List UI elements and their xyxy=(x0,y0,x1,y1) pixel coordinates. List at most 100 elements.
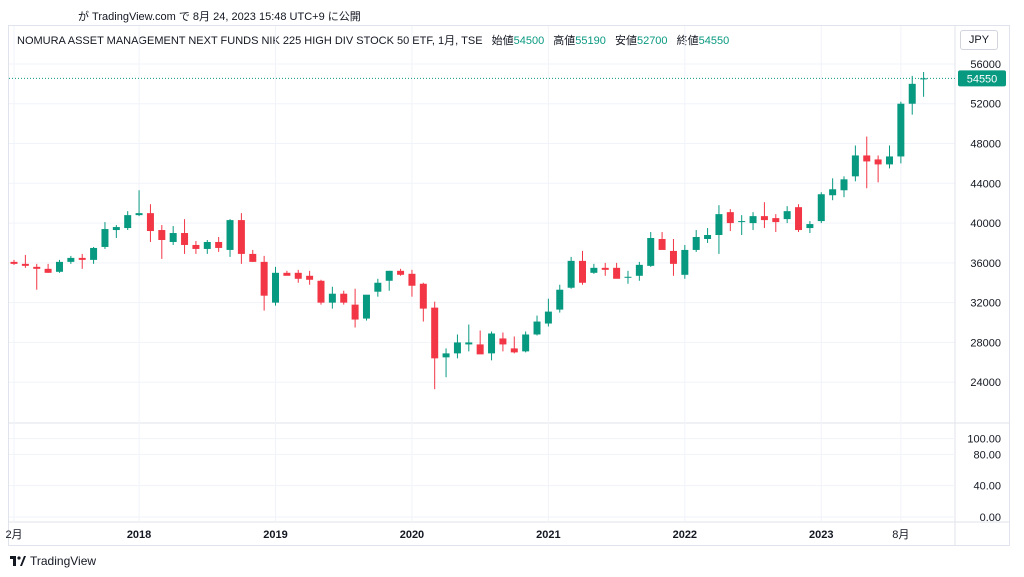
candle-body xyxy=(317,280,325,303)
candle-body xyxy=(533,321,541,335)
candle-body xyxy=(579,260,586,283)
candle-body xyxy=(374,282,382,292)
candle-body xyxy=(408,273,416,286)
currency-button[interactable]: JPY xyxy=(960,30,998,50)
tradingview-logo[interactable]: TradingView xyxy=(10,554,96,568)
candle-body xyxy=(306,275,314,280)
candle-body xyxy=(431,307,439,359)
candles xyxy=(10,72,928,390)
candle-body xyxy=(590,267,598,273)
time-tick-label: 8月 xyxy=(892,529,909,541)
footer-brand: TradingView xyxy=(30,554,97,568)
candle-body xyxy=(624,276,632,278)
candle-body xyxy=(419,283,427,309)
candle-body xyxy=(783,211,791,220)
last-price-badge xyxy=(958,70,1006,87)
candle-body xyxy=(44,268,52,273)
volume-tick-label: 80.00 xyxy=(973,449,1001,461)
candle-body xyxy=(33,266,41,269)
tradingview-logo-icon xyxy=(10,556,26,566)
candle-body xyxy=(908,83,916,104)
candle-body xyxy=(726,212,734,224)
candle-body xyxy=(21,263,29,266)
symbol-description: NOMURA ASSET MANAGEMENT NEXT FUNDS NIK 2… xyxy=(17,35,483,47)
candle-body xyxy=(215,241,223,248)
candle-body xyxy=(112,227,120,231)
time-tick-label: 2月 xyxy=(5,529,22,541)
low-label: 安値 xyxy=(614,35,637,47)
candle-body xyxy=(522,334,530,352)
candle-body xyxy=(658,238,666,250)
price-tick-label: 32000 xyxy=(970,298,1001,310)
candle-body xyxy=(874,159,882,165)
time-tick-label: 2018 xyxy=(127,529,151,541)
volume-axis: 100.00 80.00 40.00 0.00 xyxy=(967,434,1001,524)
price-tick-label: 56000 xyxy=(970,59,1001,71)
candle-body xyxy=(567,260,575,288)
candle-body xyxy=(772,218,780,223)
candle-body xyxy=(499,338,507,345)
candle-body xyxy=(635,264,643,276)
candle-body xyxy=(817,194,825,222)
candle-body xyxy=(283,272,291,276)
candle-body xyxy=(840,179,848,191)
candle-body xyxy=(885,156,893,165)
candle-body xyxy=(897,103,905,157)
chart-legend: NOMURA ASSET MANAGEMENT NEXT FUNDS NIK 2… xyxy=(17,32,729,48)
publish-caption: が TradingView.com で 8月 24, 2023 15:48 UT… xyxy=(78,11,361,23)
candle-body xyxy=(385,270,393,281)
candle-body xyxy=(397,270,405,275)
candle-body xyxy=(760,216,768,221)
time-tick-label: 2021 xyxy=(536,529,560,541)
candle-body xyxy=(556,289,564,310)
candle-body xyxy=(10,261,18,264)
candle-body xyxy=(510,348,518,353)
time-tick-label: 2019 xyxy=(263,529,287,541)
candle-body xyxy=(829,189,837,196)
candle-body xyxy=(203,241,211,249)
candle-body xyxy=(181,233,189,245)
candle-body xyxy=(226,220,234,250)
candle-body xyxy=(442,353,450,358)
open-label: 始値 xyxy=(491,35,514,47)
candle-body xyxy=(146,213,154,232)
price-tick-label: 28000 xyxy=(970,337,1001,349)
candle-body xyxy=(476,344,484,355)
candle-body xyxy=(453,342,461,354)
candle-body xyxy=(90,247,98,260)
candle-body xyxy=(465,342,473,345)
candle-body xyxy=(101,229,109,247)
time-tick-label: 2020 xyxy=(400,529,424,541)
grid-lines xyxy=(9,26,1009,545)
candle-body xyxy=(272,272,280,303)
candle-body xyxy=(249,253,257,262)
time-tick-label: 2022 xyxy=(673,529,697,541)
candle-body xyxy=(362,294,370,319)
candle-body xyxy=(340,293,348,303)
candle-body xyxy=(169,233,177,242)
price-axis: 56000 52000 48000 44000 40000 36000 32000 28000… xyxy=(970,59,1001,389)
candle-body xyxy=(715,214,723,236)
candle-body xyxy=(692,237,700,250)
price-tick-label: 44000 xyxy=(970,178,1001,190)
candle-body xyxy=(806,224,814,229)
chart-frame xyxy=(8,25,1010,546)
close-value: 54550 xyxy=(698,35,730,47)
candle-body xyxy=(135,213,143,216)
candle-body xyxy=(544,311,552,324)
time-tick-label: 2023 xyxy=(809,529,833,541)
candle-body xyxy=(601,267,609,270)
candle-body xyxy=(613,267,621,279)
candle-body xyxy=(351,304,359,320)
price-tick-label: 36000 xyxy=(970,258,1001,270)
candle-body xyxy=(488,333,496,354)
candle-body xyxy=(124,215,132,229)
price-tick-label: 24000 xyxy=(970,377,1001,389)
open-value: 54500 xyxy=(513,35,545,47)
candle-body xyxy=(863,155,871,162)
candle-body xyxy=(738,221,746,223)
candle-body xyxy=(78,257,86,260)
candle-body xyxy=(294,272,302,279)
candle-body xyxy=(260,261,268,296)
